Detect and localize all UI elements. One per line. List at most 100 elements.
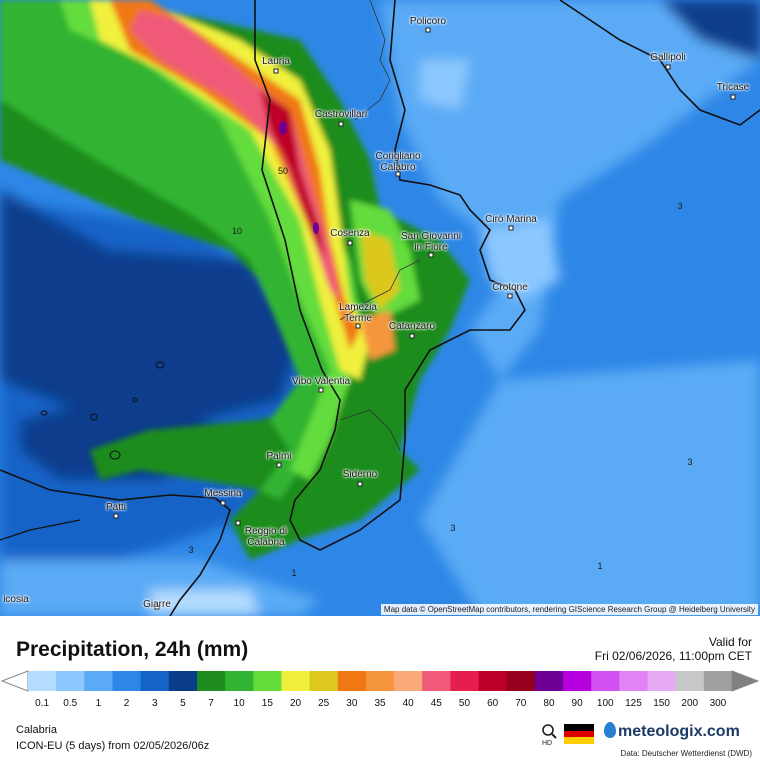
salento-coastline [559, 0, 760, 126]
scale-tick-label: 80 [543, 698, 555, 709]
scale-swatch [225, 671, 254, 691]
scale-swatch [506, 671, 536, 691]
map-canvas [0, 0, 760, 616]
city-label: Cirò Marina [485, 214, 537, 225]
city-dot [425, 27, 431, 33]
city-dot [235, 520, 241, 526]
contour-label: 3 [677, 201, 683, 211]
city-dot [220, 500, 226, 506]
contour-label: 3 [450, 523, 456, 533]
scale-tick-label: 0.5 [63, 698, 78, 709]
city-dot [318, 387, 324, 393]
city-dot [409, 333, 415, 339]
scale-swatch [196, 671, 226, 691]
data-source: Data: Deutscher Wetterdienst (DWD) [620, 749, 752, 758]
scale-tick-label: 30 [346, 698, 358, 709]
rain-field-05mm [480, 220, 560, 300]
scale-tick-label: 7 [208, 698, 214, 709]
city-label: Cosenza [330, 228, 370, 239]
scale-swatch [365, 671, 395, 691]
model-run[interactable]: ICON-EU (5 days) from 02/05/2026/06z [16, 740, 210, 752]
rain-field-01mm [150, 590, 260, 616]
city-dot [347, 240, 353, 246]
rain-peak-80mm [279, 121, 287, 135]
region-name: Calabria [16, 724, 57, 736]
city-label: Policoro [409, 16, 447, 27]
calabria-coastline [254, 0, 526, 551]
scale-swatch [675, 671, 705, 691]
scale-swatch [422, 671, 451, 691]
city-label: Palmi [266, 451, 292, 462]
scale-swatch [84, 671, 113, 691]
city-dot [428, 252, 434, 258]
scale-tick-label: 60 [487, 698, 499, 709]
city-dot [355, 323, 361, 329]
contour-label: 3 [687, 457, 693, 467]
scale-swatch [703, 671, 733, 691]
scale-tick-label: 125 [625, 698, 642, 709]
scale-swatch [140, 671, 170, 691]
valid-date: Fri 02/06/2026, 11:00pm CET [594, 649, 752, 663]
city-dot [357, 481, 363, 487]
precipitation-map[interactable]: Policoro Gallipoli Tricase Lauria Castro… [0, 0, 760, 616]
scale-max-arrow [731, 670, 760, 692]
scale-swatch [253, 671, 282, 691]
scale-tick-label: 90 [571, 698, 583, 709]
city-label: Lamezia Terme [339, 302, 377, 324]
city-dot [395, 171, 401, 177]
scale-swatch [28, 671, 57, 691]
island-outline [90, 413, 98, 421]
contour-label: 1 [291, 568, 297, 578]
city-dot [338, 121, 344, 127]
contour-label: 1 [597, 561, 603, 571]
city-label: Lauria [262, 56, 290, 67]
hd-label: HD [542, 740, 552, 746]
scale-swatch [112, 671, 142, 691]
scale-tick-label: 2 [123, 698, 130, 709]
city-label: Patti [105, 502, 127, 513]
scale-tick-label: 150 [653, 698, 670, 709]
scale-swatch [309, 671, 339, 691]
scale-min-arrow [0, 670, 29, 692]
city-label: Crotone [492, 282, 528, 293]
rain-field-50mm [130, 10, 340, 300]
hd-zoom-icon[interactable]: HD [540, 722, 560, 746]
scale-swatch [563, 671, 592, 691]
city-label: Messina [204, 488, 242, 499]
scale-swatch [591, 671, 620, 691]
city-label: Gallipoli [650, 52, 686, 63]
brand-logo[interactable]: meteologix.com [604, 722, 740, 741]
scale-tick-label: 5 [180, 698, 186, 709]
scale-tick-label: 1 [95, 698, 102, 709]
legend-title: Precipitation, 24h (mm) [16, 638, 249, 661]
scale-swatch [478, 671, 508, 691]
scale-swatch [534, 671, 564, 691]
germany-flag-icon [564, 724, 594, 744]
scale-swatch [337, 671, 367, 691]
scale-tick-label: 25 [318, 698, 330, 709]
color-scale [0, 670, 760, 692]
rain-field-70mm [260, 90, 325, 260]
valid-for-label: Valid for [708, 635, 752, 649]
scale-tick-label: 35 [374, 698, 386, 709]
map-attribution: Map data © OpenStreetMap contributors, r… [380, 604, 758, 615]
scale-tick-label: 10 [233, 698, 245, 709]
contour-label: 50 [277, 166, 289, 176]
city-label: Corigliano Calabro [375, 151, 421, 173]
city-label: Siderno [342, 469, 378, 480]
sicily-inland-line [0, 519, 81, 541]
brand-name: meteologix.com [618, 723, 740, 740]
city-dot [154, 604, 160, 610]
scale-swatch [56, 671, 85, 691]
scale-tick-label: 0.1 [35, 698, 50, 709]
scale-tick-label: 200 [681, 698, 699, 709]
city-label: Tricase [716, 82, 750, 93]
city-label: San Giovanni in Fiore [400, 231, 462, 253]
scale-swatch [168, 671, 198, 691]
rain-field-05mm [420, 60, 470, 110]
city-label: icosia [3, 594, 29, 605]
rain-field-5mm [660, 0, 760, 60]
contour-label: 10 [231, 226, 243, 236]
rain-field-5mm [0, 190, 300, 420]
droplet-icon [604, 722, 616, 738]
